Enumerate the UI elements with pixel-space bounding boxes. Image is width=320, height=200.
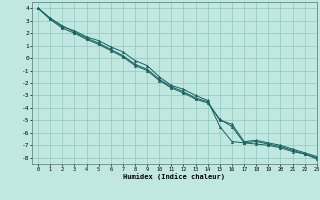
X-axis label: Humidex (Indice chaleur): Humidex (Indice chaleur) — [124, 173, 225, 180]
